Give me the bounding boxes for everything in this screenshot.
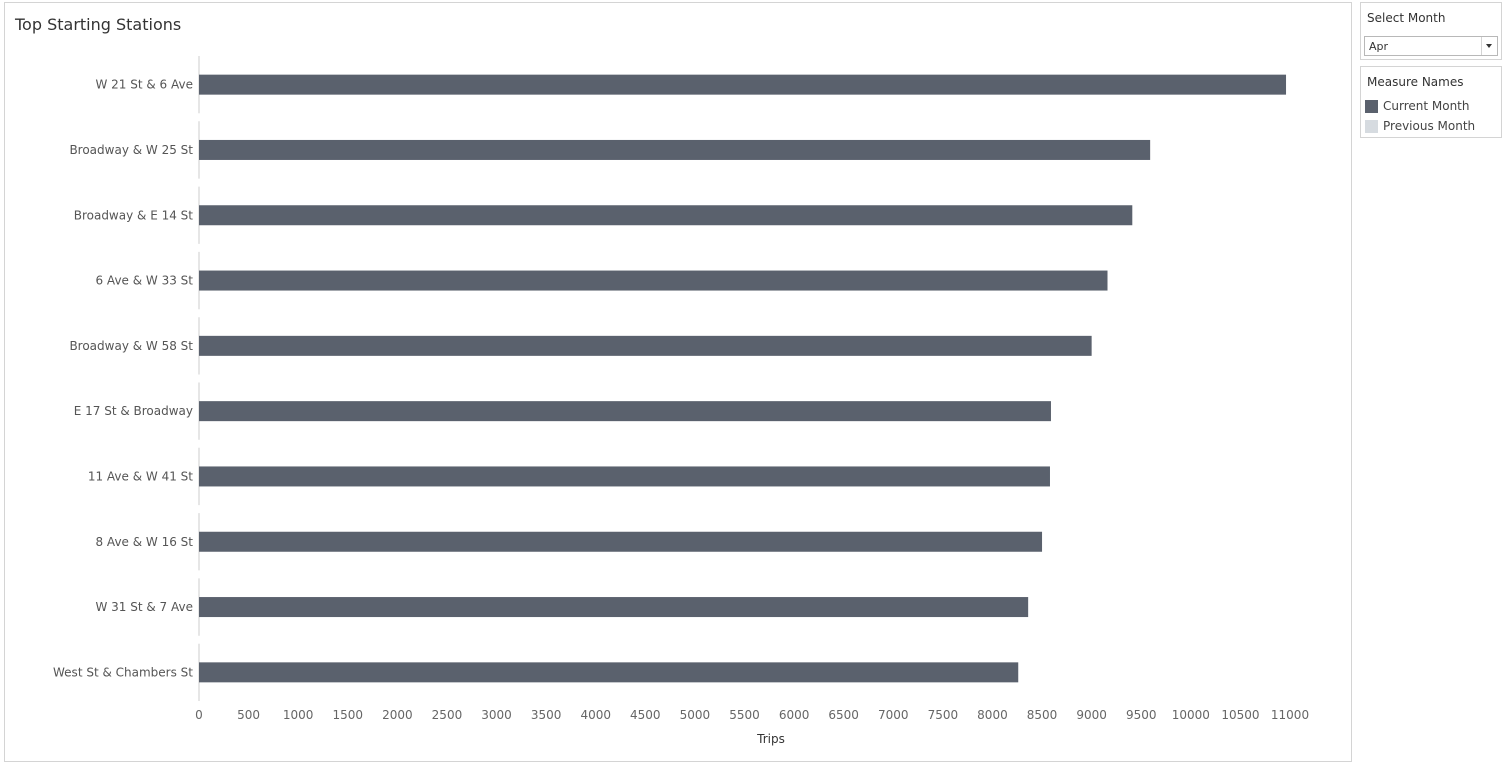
category-label: Broadway & E 14 St — [74, 208, 194, 222]
category-label: Broadway & W 25 St — [69, 143, 193, 157]
bar[interactable] — [199, 531, 1043, 552]
x-tick-label: 10000 — [1172, 708, 1210, 722]
x-tick-label: 11000 — [1271, 708, 1309, 722]
category-label: Broadway & W 58 St — [69, 339, 193, 353]
legend-panel: Measure Names Current Month Previous Mon… — [1360, 66, 1502, 138]
x-tick-label: 4000 — [580, 708, 611, 722]
x-tick-label: 1000 — [283, 708, 314, 722]
category-label: 8 Ave & W 16 St — [95, 535, 193, 549]
bar[interactable] — [199, 662, 1019, 683]
legend-title: Measure Names — [1367, 75, 1464, 89]
x-tick-label: 3000 — [481, 708, 512, 722]
category-label: E 17 St & Broadway — [74, 404, 193, 418]
x-tick-label: 7500 — [928, 708, 959, 722]
x-tick-label: 4500 — [630, 708, 661, 722]
bar[interactable] — [199, 335, 1092, 356]
x-tick-label: 9500 — [1126, 708, 1157, 722]
x-tick-label: 5000 — [680, 708, 711, 722]
chevron-down-icon[interactable] — [1481, 37, 1497, 55]
x-tick-label: 7000 — [878, 708, 909, 722]
x-tick-label: 2500 — [432, 708, 463, 722]
month-filter-panel: Select Month Apr — [1360, 2, 1502, 60]
x-tick-label: 5500 — [729, 708, 760, 722]
legend-swatch-previous-month — [1365, 120, 1378, 133]
legend-label: Previous Month — [1383, 119, 1476, 133]
x-tick-label: 9000 — [1076, 708, 1107, 722]
legend-swatch-current-month — [1365, 100, 1378, 113]
legend-label: Current Month — [1383, 99, 1470, 113]
bar[interactable] — [199, 466, 1050, 487]
bar[interactable] — [199, 597, 1029, 618]
bar[interactable] — [199, 270, 1108, 291]
x-tick-label: 0 — [195, 708, 203, 722]
x-tick-label: 10500 — [1221, 708, 1259, 722]
month-select-value: Apr — [1369, 40, 1389, 53]
category-label: W 31 St & 7 Ave — [95, 600, 193, 614]
x-tick-label: 8000 — [977, 708, 1008, 722]
category-label: W 21 St & 6 Ave — [95, 78, 193, 92]
x-tick-label: 8500 — [1027, 708, 1058, 722]
category-label: 6 Ave & W 33 St — [95, 274, 193, 288]
bar[interactable] — [199, 74, 1287, 95]
x-tick-label: 1500 — [332, 708, 363, 722]
x-tick-label: 6000 — [779, 708, 810, 722]
filter-title: Select Month — [1367, 11, 1446, 25]
x-axis-title: Trips — [756, 732, 785, 746]
bar[interactable] — [199, 401, 1051, 422]
category-label: 11 Ave & W 41 St — [88, 469, 193, 483]
bar-chart: W 21 St & 6 Ave Broadway & W 25 St Broadwa… — [53, 56, 1309, 746]
x-tick-label: 500 — [237, 708, 260, 722]
x-tick-label: 3500 — [531, 708, 562, 722]
x-tick-label: 6500 — [828, 708, 859, 722]
category-label: West St & Chambers St — [53, 665, 193, 679]
bar[interactable] — [199, 139, 1151, 160]
month-select[interactable]: Apr — [1364, 36, 1498, 56]
bar[interactable] — [199, 205, 1133, 226]
x-tick-label: 2000 — [382, 708, 413, 722]
chart-title: Top Starting Stations — [15, 15, 182, 34]
chart-panel: Top Starting Stations W 21 St & 6 Ave Bro… — [4, 2, 1352, 762]
